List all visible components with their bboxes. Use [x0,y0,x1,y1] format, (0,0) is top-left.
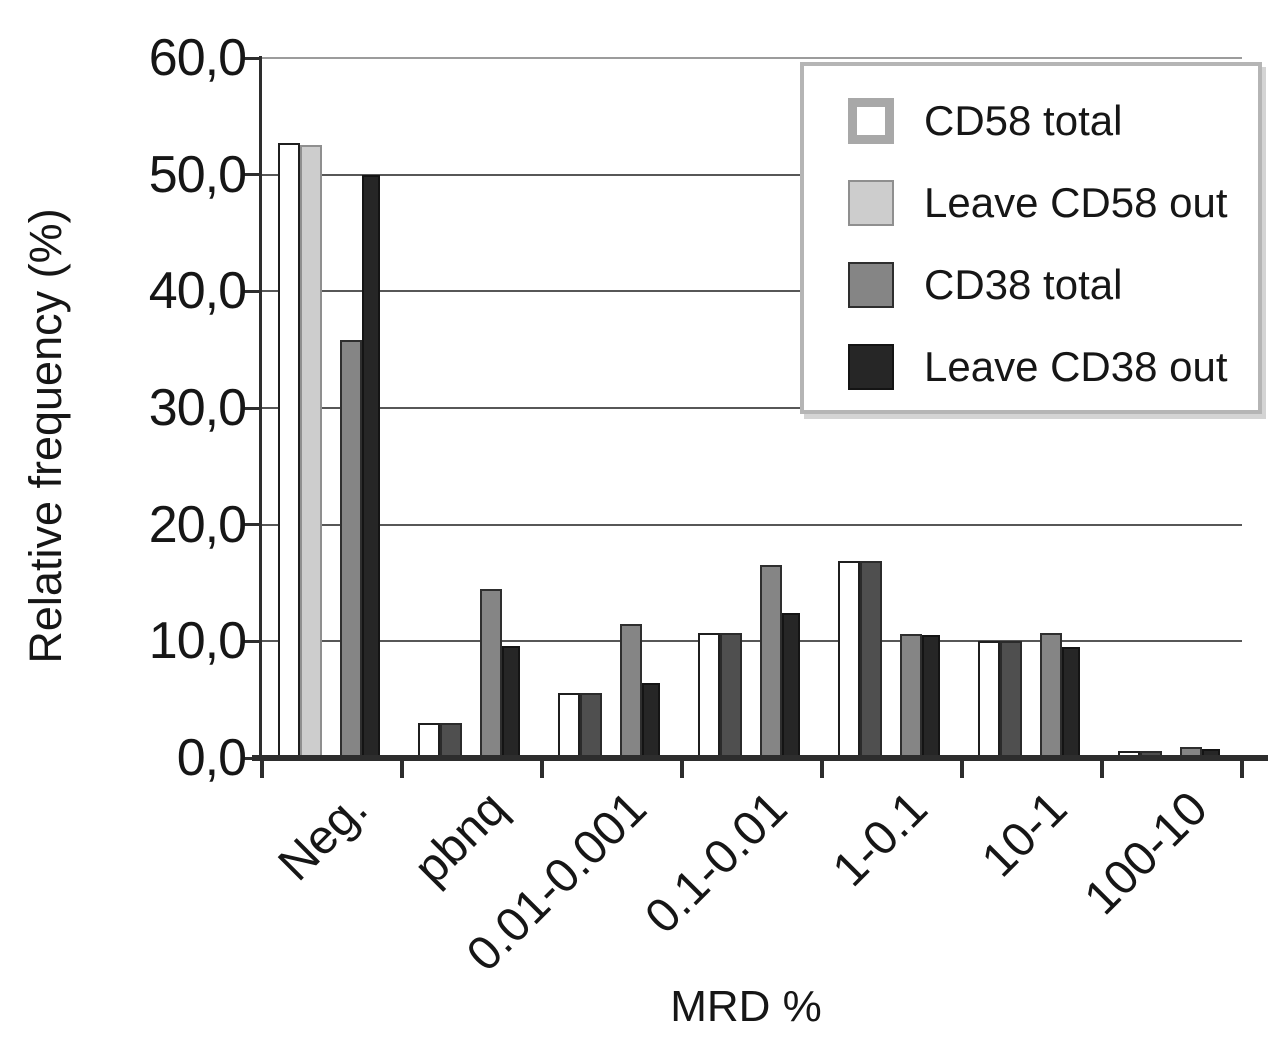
y-tick-label-50: 50,0 [148,146,247,204]
bar-leave-cd58-out-5 [1000,641,1022,758]
gridline-10 [262,640,1242,642]
x-tick-label-5: 10-1 [971,781,1078,888]
bar-cd58-total-4 [838,561,860,758]
legend-item-leave-cd38-out: Leave CD38 out [848,326,1258,408]
x-tick-5 [960,761,964,778]
legend: CD58 total Leave CD58 out CD38 total Leave … [800,62,1262,414]
legend-label: Leave CD38 out [924,343,1228,390]
x-tick-0 [260,761,264,778]
x-axis-line [252,755,1268,761]
x-axis-title: MRD % [670,982,822,1031]
y-tick-30 [243,407,262,410]
gridline-40 [262,290,1242,292]
gridline-20 [262,524,1242,526]
x-tick-1 [400,761,404,778]
bar-cd38-total-4 [900,634,922,758]
x-tick-label-1: pbnq [404,781,518,895]
x-tick-6 [1100,761,1104,778]
x-tick-label-6: 100-10 [1074,781,1218,926]
bar-cd58-total-5 [978,641,1000,758]
y-tick-50 [243,173,262,176]
y-tick-label-0: 0,0 [176,729,247,787]
bar-cd38-total-0 [340,340,362,758]
bar-leave-cd38-out-2 [642,683,660,758]
x-tick-label-4: 1-0.1 [822,781,938,897]
plot-area [262,57,1242,758]
legend-label: Leave CD58 out [924,179,1228,226]
y-tick-label-60: 60,0 [148,29,247,87]
legend-label: CD58 total [924,97,1123,144]
bar-leave-cd38-out-4 [922,635,940,758]
bar-cd38-total-5 [1040,633,1062,758]
bar-leave-cd38-out-1 [502,646,520,758]
x-tick-label-0: Neg. [268,781,378,892]
bar-leave-cd38-out-5 [1062,647,1080,758]
legend-label: CD38 total [924,261,1123,308]
legend-swatch-icon [848,180,894,226]
x-tick-4 [820,761,824,778]
legend-item-leave-cd58-out: Leave CD58 out [848,162,1258,244]
legend-swatch-icon [848,262,894,308]
y-tick-60 [243,57,262,60]
y-tick-label-20: 20,0 [148,496,247,554]
bar-leave-cd58-out-3 [720,633,742,758]
bar-cd58-total-0 [278,143,300,758]
y-tick-label-40: 40,0 [148,262,247,320]
y-tick-label-10: 10,0 [148,612,247,670]
y-tick-0 [243,757,262,760]
bar-leave-cd38-out-3 [782,613,800,758]
bar-cd38-total-2 [620,624,642,758]
y-tick-10 [243,640,262,643]
y-tick-label-30: 30,0 [148,379,247,437]
legend-swatch-icon [848,344,894,390]
bar-cd58-total-3 [698,633,720,758]
y-tick-20 [243,523,262,526]
bar-leave-cd58-out-1 [440,723,462,758]
gridline-30 [262,407,1242,409]
bar-leave-cd38-out-0 [362,175,380,758]
bar-cd58-total-1 [418,723,440,758]
x-tick-label-3: 0.1-0.01 [635,781,798,944]
x-tick-2 [540,761,544,778]
gridline-60 [262,57,1242,59]
y-axis-title: Relative frequency (%) [20,208,71,664]
legend-swatch-icon [848,98,894,144]
bar-cd58-total-2 [558,693,580,758]
x-tick-7 [1240,761,1244,778]
bar-leave-cd58-out-2 [580,693,602,758]
legend-item-cd58-total: CD58 total [848,80,1258,162]
bar-cd38-total-1 [480,589,502,758]
y-tick-40 [243,290,262,293]
legend-item-cd38-total: CD38 total [848,244,1258,326]
bar-leave-cd58-out-0 [300,145,322,758]
bar-cd38-total-3 [760,565,782,758]
bar-leave-cd58-out-4 [860,561,882,758]
x-tick-3 [680,761,684,778]
gridline-50 [262,174,1242,176]
